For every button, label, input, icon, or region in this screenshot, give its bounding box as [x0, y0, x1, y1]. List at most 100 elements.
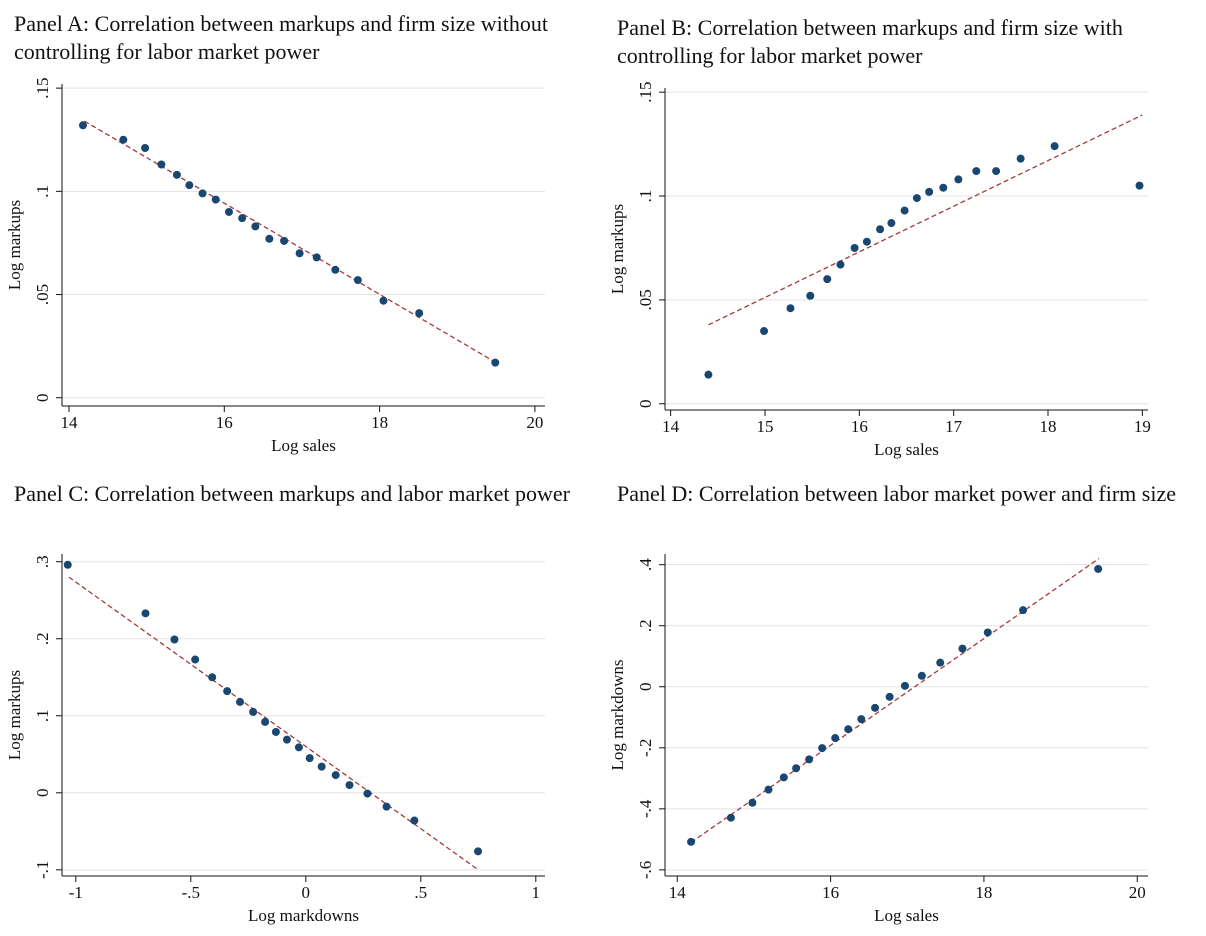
- point: [1016, 154, 1025, 163]
- point: [353, 276, 362, 285]
- point: [282, 735, 291, 744]
- point: [900, 681, 909, 690]
- point: [317, 762, 326, 771]
- point: [857, 715, 866, 724]
- point: [912, 194, 921, 203]
- point: [198, 189, 207, 198]
- point: [972, 167, 981, 176]
- point: [876, 225, 885, 234]
- point: [806, 291, 815, 300]
- x-tick-label: 15: [756, 417, 773, 436]
- y-tick-label: 0: [636, 400, 655, 409]
- point: [331, 771, 340, 780]
- point: [331, 265, 340, 274]
- point: [251, 222, 260, 231]
- x-tick-label: 20: [1129, 883, 1146, 902]
- x-tick-label: -1: [69, 883, 83, 902]
- panel: 0 .05 .1 .15 14 15 16 17 18 19 Log sales Log markup…: [603, 4, 1206, 470]
- y-tick-label: -.4: [636, 799, 655, 818]
- point: [704, 370, 713, 379]
- point: [249, 707, 258, 716]
- x-tick-label: 16: [216, 413, 233, 432]
- x-tick-label: 14: [60, 413, 78, 432]
- x-tick-label: 1: [532, 883, 541, 902]
- point: [63, 560, 72, 569]
- point: [170, 635, 179, 644]
- y-tick-label: .2: [636, 619, 655, 632]
- point: [836, 260, 845, 269]
- point: [382, 802, 391, 811]
- point: [191, 655, 200, 664]
- x-tick-label: 19: [1134, 417, 1151, 436]
- chart-title: Panel B: Correlation between markups and…: [617, 15, 1123, 68]
- y-tick-label: 0: [33, 789, 52, 798]
- y-tick-label: .1: [33, 185, 52, 198]
- point: [223, 687, 232, 696]
- point: [885, 692, 894, 701]
- point: [862, 237, 871, 246]
- point: [1019, 606, 1028, 615]
- point: [119, 135, 128, 144]
- point: [764, 785, 773, 794]
- y-tick-label: .05: [33, 284, 52, 305]
- chart: 0 .05 .1 .15 14 16 18 20 Log sales Log markups: [5, 78, 545, 455]
- point: [312, 253, 321, 262]
- y-tick-label: .05: [636, 289, 655, 310]
- point: [726, 813, 735, 822]
- point: [871, 703, 880, 712]
- point: [844, 725, 853, 734]
- fit-line: [84, 120, 497, 364]
- y-tick-label: 0: [33, 393, 52, 402]
- y-tick-label: -.6: [636, 861, 655, 879]
- point: [954, 175, 963, 184]
- point: [415, 309, 424, 318]
- point: [141, 609, 150, 618]
- x-axis-title: Log sales: [874, 440, 939, 459]
- y-axis-title: Log markdowns: [608, 660, 627, 771]
- point: [1094, 564, 1103, 573]
- point: [305, 754, 314, 763]
- point: [831, 734, 840, 743]
- x-tick-label: 18: [371, 413, 388, 432]
- point: [1050, 142, 1059, 151]
- point: [687, 837, 696, 846]
- y-tick-label: .4: [636, 558, 655, 571]
- point: [236, 697, 245, 706]
- point: [238, 214, 247, 223]
- point: [917, 671, 926, 680]
- point: [491, 358, 500, 367]
- point: [748, 798, 757, 807]
- panel: -.6 -.4 -.2 0 .2 .4 14 16 18 20 Log sales Log markd…: [603, 470, 1206, 936]
- x-axis-title: Log sales: [874, 906, 939, 925]
- x-axis-title: Log markdowns: [248, 906, 359, 925]
- x-tick-label: 14: [662, 417, 680, 436]
- point: [925, 187, 934, 196]
- point: [172, 170, 181, 179]
- point: [185, 181, 194, 190]
- x-axis-title: Log sales: [271, 436, 336, 455]
- point: [887, 219, 896, 228]
- y-tick-label: .15: [636, 82, 655, 103]
- x-tick-label: 14: [669, 883, 687, 902]
- point: [224, 207, 233, 216]
- point: [410, 816, 419, 825]
- point: [157, 160, 166, 169]
- point: [760, 327, 769, 336]
- point: [779, 773, 788, 782]
- point: [211, 195, 220, 204]
- y-tick-label: -.1: [33, 861, 52, 879]
- panel: 0 .05 .1 .15 14 16 18 20 Log sales Log markups Pan…: [0, 0, 603, 466]
- point: [1135, 181, 1144, 190]
- y-tick-label: .3: [33, 555, 52, 568]
- x-tick-label: 20: [526, 413, 543, 432]
- point: [265, 234, 274, 243]
- x-tick-label: 18: [1040, 417, 1057, 436]
- point: [936, 658, 945, 667]
- point: [474, 847, 483, 856]
- fit-line: [68, 576, 479, 871]
- point: [141, 143, 150, 152]
- point: [78, 121, 87, 130]
- y-tick-label: 0: [636, 683, 655, 692]
- y-axis-title: Log markups: [5, 200, 24, 290]
